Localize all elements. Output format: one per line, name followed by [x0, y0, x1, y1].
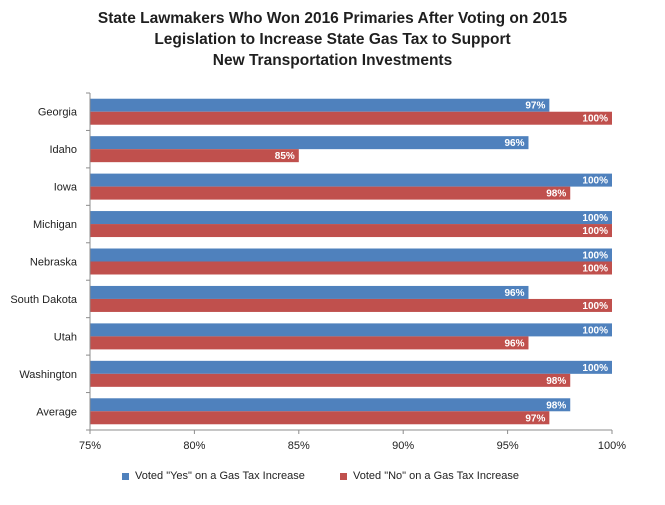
x-tick-label-95: 95% [497, 440, 519, 452]
data-label-yes-average: 98% [546, 400, 566, 411]
data-label-yes-washington: 100% [582, 363, 608, 374]
chart-title: State Lawmakers Who Won 2016 Primaries A… [0, 8, 665, 71]
category-label-utah: Utah [54, 331, 77, 343]
legend-item-no: Voted "No" on a Gas Tax Increase [340, 470, 519, 482]
bar-no-nebraska [90, 261, 612, 275]
category-label-washington: Washington [19, 369, 77, 381]
bar-no-michigan [90, 224, 612, 238]
data-label-yes-nebraska: 100% [582, 251, 608, 262]
data-label-no-average: 97% [525, 413, 545, 424]
bar-yes-idaho [90, 136, 529, 150]
chart-title-line-3: New Transportation Investments [212, 52, 453, 69]
data-label-no-utah: 96% [504, 338, 524, 349]
bar-yes-georgia [90, 98, 550, 112]
category-label-idaho: Idaho [49, 144, 77, 156]
bar-yes-average [90, 398, 571, 412]
legend-label-no: Voted "No" on a Gas Tax Increase [353, 470, 519, 482]
bar-yes-nebraska [90, 248, 612, 262]
x-tick-label-100: 100% [598, 440, 626, 452]
bar-no-idaho [90, 149, 299, 163]
category-label-nebraska: Nebraska [30, 257, 78, 269]
data-label-no-georgia: 100% [582, 114, 608, 125]
category-label-average: Average [36, 406, 77, 418]
legend-item-yes: Voted "Yes" on a Gas Tax Increase [122, 470, 305, 482]
bar-yes-utah [90, 323, 612, 337]
bar-no-iowa [90, 186, 571, 200]
data-label-yes-idaho: 96% [504, 138, 524, 149]
bar-no-average [90, 411, 550, 425]
data-label-yes-michigan: 100% [582, 213, 608, 224]
x-tick-label-75: 75% [79, 440, 101, 452]
legend: Voted "Yes" on a Gas Tax Increase Voted … [0, 468, 665, 488]
bar-yes-south-dakota [90, 285, 529, 299]
bar-yes-washington [90, 360, 612, 374]
data-label-yes-georgia: 97% [525, 101, 545, 112]
x-tick-label-90: 90% [392, 440, 414, 452]
chart-title-line-2: Legislation to Increase State Gas Tax to… [154, 31, 511, 48]
x-tick-label-80: 80% [183, 440, 205, 452]
bar-no-georgia [90, 111, 612, 125]
legend-label-yes: Voted "Yes" on a Gas Tax Increase [135, 470, 305, 482]
bar-no-south-dakota [90, 298, 612, 312]
category-label-iowa: Iowa [54, 182, 78, 194]
bar-no-washington [90, 373, 571, 387]
bar-yes-iowa [90, 173, 612, 187]
data-label-no-idaho: 85% [275, 151, 295, 162]
data-label-no-washington: 98% [546, 376, 566, 387]
data-label-yes-south-dakota: 96% [504, 288, 524, 299]
category-label-michigan: Michigan [33, 219, 77, 231]
category-label-georgia: Georgia [38, 107, 78, 119]
data-label-no-michigan: 100% [582, 226, 608, 237]
data-label-no-iowa: 98% [546, 189, 566, 200]
bar-no-utah [90, 336, 529, 350]
bar-yes-michigan [90, 211, 612, 225]
category-label-south-dakota: South Dakota [10, 294, 78, 306]
data-label-yes-iowa: 100% [582, 176, 608, 187]
data-label-yes-utah: 100% [582, 325, 608, 336]
data-label-no-nebraska: 100% [582, 264, 608, 275]
data-label-no-south-dakota: 100% [582, 301, 608, 312]
chart-title-line-1: State Lawmakers Who Won 2016 Primaries A… [97, 10, 568, 27]
x-tick-label-85: 85% [288, 440, 310, 452]
legend-swatch-no [340, 472, 347, 480]
legend-swatch-yes [122, 472, 129, 480]
